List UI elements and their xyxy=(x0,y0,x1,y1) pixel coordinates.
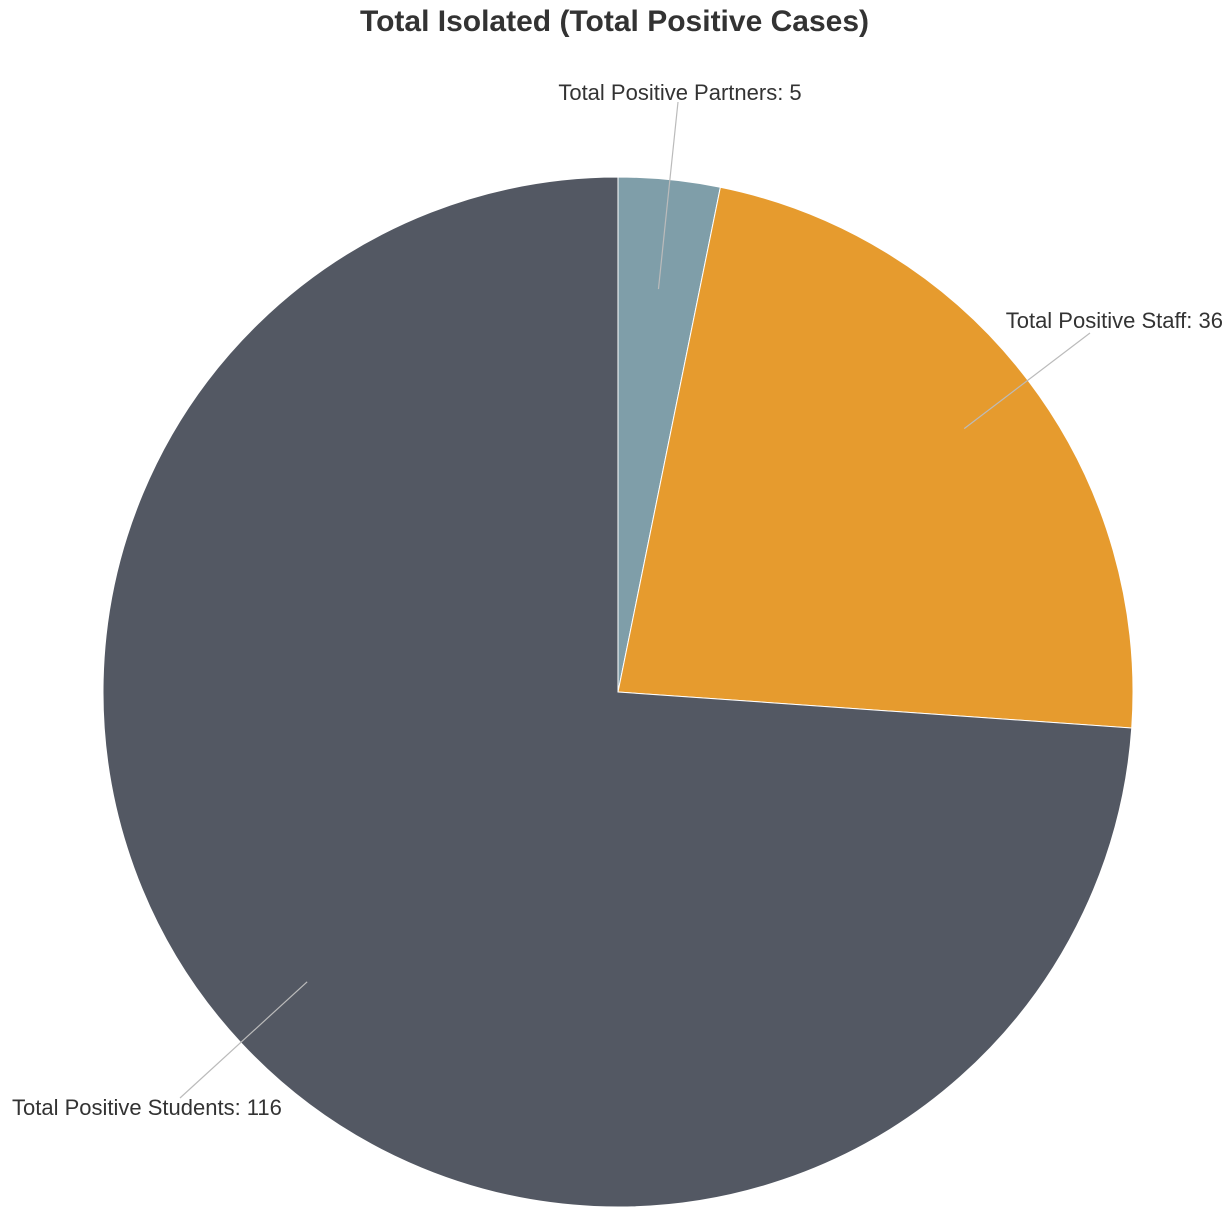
chart-title: Total Isolated (Total Positive Cases) xyxy=(359,5,869,38)
leader-line-2 xyxy=(963,332,1091,430)
slice-label-total-positive-partners: Total Positive Partners: 5 xyxy=(558,80,801,105)
slice-label-total-positive-staff: Total Positive Staff: 36 xyxy=(1006,308,1223,333)
leader-line-1 xyxy=(657,101,679,290)
slice-label-total-positive-students: Total Positive Students: 116 xyxy=(12,1095,282,1120)
pie-slice-total-positive-students[interactable] xyxy=(102,176,1133,1208)
leader-line-3 xyxy=(179,981,308,1099)
